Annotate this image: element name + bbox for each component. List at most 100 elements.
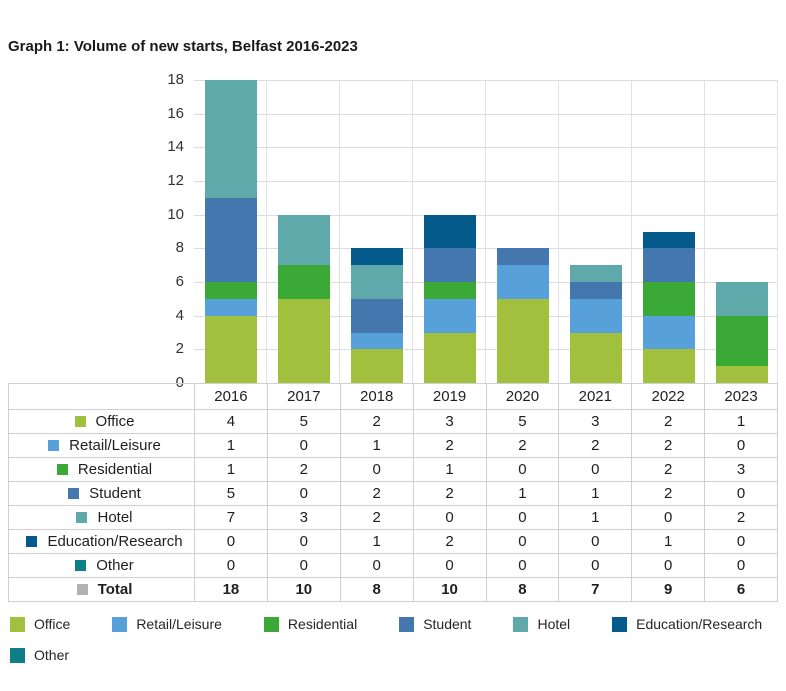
column-separator	[339, 80, 340, 383]
row-label-cell: Education/Research	[8, 529, 195, 554]
table-row-retail-leisure: Retail/Leisure 1 0 1 2 2 2 2 0	[8, 433, 778, 458]
table-header-row: 2016 2017 2018 2019 2020 2021 2022 2023	[8, 383, 778, 410]
bar-segment-office	[715, 366, 768, 383]
value-cell: 0	[194, 529, 268, 554]
row-label-cell: Hotel	[8, 505, 195, 530]
y-axis: 0 2 4 6 8 10 12 14 16 18	[8, 71, 184, 391]
y-tick-label: 2	[175, 340, 184, 358]
value-cell: 2	[631, 457, 706, 482]
bar-column-2017	[267, 80, 340, 383]
value-cell: 7	[194, 505, 268, 530]
legend-label: Hotel	[537, 616, 571, 632]
series-marker-retail-leisure	[48, 440, 60, 451]
value-cell: 5	[266, 409, 341, 434]
year-header-cell: 2020	[485, 383, 560, 410]
legend-item-retail-leisure: Retail/Leisure	[112, 613, 222, 635]
table-row-other: Other 0 0 0 0 0 0 0 0	[8, 553, 778, 578]
y-tick-label: 0	[175, 374, 184, 391]
value-cell: 0	[412, 553, 487, 578]
row-label-cell: Residential	[8, 457, 195, 482]
value-cell: 0	[412, 505, 487, 530]
value-cell: 0	[266, 553, 341, 578]
bar-segment-hotel	[569, 265, 622, 283]
y-tick-label: 10	[167, 205, 184, 223]
row-label-cell: Total	[8, 577, 195, 602]
year-header-cell: 2021	[558, 383, 633, 410]
table-row-hotel: Hotel 7 3 2 0 0 1 0 2	[8, 505, 778, 530]
bar-segment-office	[423, 332, 476, 383]
series-label: Office	[95, 413, 135, 430]
row-label-cell: Office	[8, 409, 195, 434]
y-tick-label: 14	[167, 138, 184, 156]
value-cell: 2	[412, 529, 487, 554]
value-cell: 2	[485, 433, 560, 458]
bar-segment-residential	[715, 315, 768, 367]
column-separator	[485, 80, 486, 383]
table-row-residential: Residential 1 2 0 1 0 0 2 3	[8, 457, 778, 482]
legend-label: Education/Research	[636, 616, 763, 632]
value-cell: 2	[412, 433, 487, 458]
total-value-cell: 6	[704, 577, 778, 602]
bar-segment-hotel	[715, 282, 768, 316]
table-row-total: Total 18 10 8 10 8 7 9 6	[8, 577, 778, 602]
legend-swatch-other	[10, 647, 25, 663]
bar-segment-office	[350, 349, 403, 383]
total-marker	[76, 584, 88, 595]
legend-item-hotel: Hotel	[513, 613, 570, 635]
series-label: Residential	[77, 461, 153, 478]
total-value-cell: 10	[266, 577, 341, 602]
gridline	[194, 282, 778, 283]
value-cell: 3	[266, 505, 341, 530]
value-cell: 0	[266, 433, 341, 458]
bar-segment-residential	[642, 282, 695, 316]
table-header: 2016 2017 2018 2019 2020 2021 2022 2023	[8, 383, 778, 410]
year-header-cell: 2017	[266, 383, 341, 410]
bar-column-2023	[705, 80, 778, 383]
value-cell: 1	[704, 409, 778, 434]
y-tick-label: 16	[167, 104, 184, 122]
plot-area	[194, 80, 778, 383]
bar-segment-office	[277, 298, 330, 383]
value-cell: 0	[339, 457, 414, 482]
bar-segment-residential	[277, 265, 330, 299]
bar-segment-retail-leisure	[569, 298, 622, 333]
gridline	[194, 315, 778, 317]
value-cell: 0	[485, 457, 560, 482]
value-cell: 0	[631, 553, 706, 578]
bar-segment-student	[423, 248, 476, 283]
value-cell: 2	[266, 457, 341, 482]
bar-segment-retail-leisure	[423, 298, 476, 333]
legend-swatch-retail-leisure	[112, 616, 128, 632]
value-cell: 1	[194, 433, 268, 458]
value-cell: 0	[704, 529, 778, 554]
chart-title: Graph 1: Volume of new starts, Belfast 2…	[8, 38, 358, 55]
value-cell: 5	[194, 481, 268, 506]
value-cell: 2	[631, 409, 706, 434]
value-cell: 1	[412, 457, 487, 482]
legend-label: Residential	[287, 616, 358, 632]
legend-swatch-education-research	[612, 616, 628, 632]
legend-swatch-student	[399, 616, 415, 632]
value-cell: 0	[194, 553, 268, 578]
bar-segment-student	[204, 197, 257, 283]
legend-item-office: Office	[10, 613, 70, 635]
table-row-office: Office 4 5 2 3 5 3 2 1	[8, 409, 778, 434]
value-cell: 3	[412, 409, 487, 434]
gridline	[194, 214, 778, 216]
stacked-bar-2017	[277, 214, 330, 383]
value-cell: 3	[558, 409, 633, 434]
value-cell: 0	[631, 505, 706, 530]
stacked-bar-2018	[350, 248, 403, 383]
y-tick-label: 18	[167, 71, 184, 88]
value-cell: 0	[485, 505, 560, 530]
gridline	[194, 113, 778, 115]
chart-legend: Office Retail/Leisure Residential Student Ho…	[10, 613, 778, 666]
bar-segment-education-research	[642, 231, 695, 249]
value-cell: 1	[631, 529, 706, 554]
row-label-cell: Retail/Leisure	[8, 433, 195, 458]
legend-item-residential: Residential	[263, 613, 358, 635]
stacked-bar-2023	[715, 282, 768, 383]
total-value-cell: 8	[339, 577, 414, 602]
bar-column-2018	[340, 80, 413, 383]
series-marker-education-research	[26, 536, 38, 547]
